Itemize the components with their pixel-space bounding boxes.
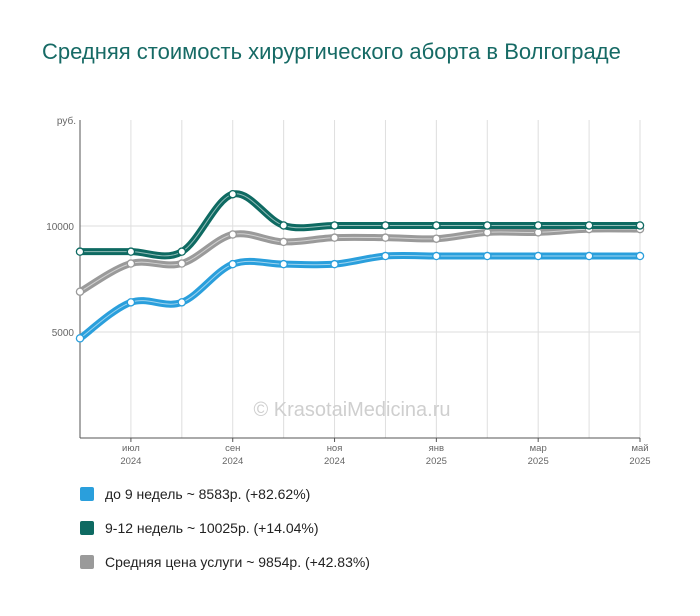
- data-point: [584, 221, 594, 230]
- data-point: [432, 221, 441, 230]
- x-tick-label-year: 2025: [629, 456, 650, 467]
- legend-swatch: [80, 487, 94, 501]
- legend-item[interactable]: до 9 недель ~ 8583р. (+82.62%): [80, 484, 370, 504]
- data-point: [228, 230, 237, 239]
- data-point: [635, 251, 645, 261]
- grid: [79, 120, 641, 438]
- data-point: [279, 259, 288, 269]
- y-axis-unit-label: руб.: [57, 115, 76, 127]
- data-point: [483, 221, 492, 230]
- x-tick-label-month: сен: [225, 443, 240, 454]
- x-tick-label-year: 2025: [528, 456, 549, 467]
- x-tick-label-year: 2024: [120, 456, 141, 467]
- x-tick-label-month: июл: [122, 443, 140, 454]
- data-point: [381, 221, 390, 230]
- data-point: [177, 259, 187, 268]
- data-point: [584, 251, 594, 261]
- data-point: [279, 237, 288, 247]
- series-line: [76, 190, 644, 260]
- data-point: [381, 251, 390, 261]
- y-tick-label: 10000: [46, 222, 74, 233]
- x-tick-label-year: 2024: [222, 456, 243, 467]
- data-point: [330, 259, 339, 269]
- series-3: [75, 224, 645, 296]
- x-tick-label-month: ноя: [327, 443, 343, 454]
- axes: руб. 5000 10000 июл 2024 сен 2024 ноя 2024 янв 202…: [46, 115, 650, 467]
- legend-item[interactable]: Средняя цена услуги ~ 9854р. (+42.83%): [80, 552, 370, 572]
- legend-swatch: [80, 555, 94, 569]
- y-tick-label: 5000: [52, 328, 75, 339]
- data-point: [228, 259, 237, 269]
- data-point: [75, 334, 85, 343]
- legend-label: 9-12 недель ~ 10025р. (+14.04%): [105, 520, 319, 536]
- data-point: [330, 221, 339, 230]
- data-point: [177, 247, 187, 256]
- watermark-text: © KrasotaiMedicina.ru: [253, 399, 450, 421]
- data-point: [126, 259, 136, 268]
- data-point: [533, 228, 543, 237]
- data-point: [381, 233, 390, 242]
- data-point: [126, 298, 136, 307]
- x-tick-label-year: 2025: [426, 456, 447, 467]
- x-tick-label-month: янв: [429, 443, 444, 454]
- data-point: [330, 233, 339, 242]
- chart-title: Средняя стоимость хирургического аборта …: [42, 39, 621, 64]
- data-point: [126, 247, 136, 256]
- data-point: [432, 251, 441, 261]
- data-point: [533, 251, 543, 261]
- data-point: [228, 189, 237, 199]
- series-line-highlight: [79, 228, 641, 293]
- data-point: [533, 221, 543, 230]
- data-point: [75, 247, 85, 256]
- legend-item[interactable]: 9-12 недель ~ 10025р. (+14.04%): [80, 518, 370, 538]
- series-1: [75, 251, 645, 343]
- data-point: [432, 234, 441, 243]
- data-point: [635, 221, 645, 230]
- legend-label: Средняя цена услуги ~ 9854р. (+42.83%): [105, 554, 370, 570]
- x-tick-label-year: 2024: [324, 456, 345, 467]
- series-2: [75, 189, 645, 260]
- x-tick-label-month: мар: [530, 443, 547, 454]
- data-point: [483, 228, 492, 237]
- series-group: [75, 189, 645, 343]
- x-tick-label-month: май: [631, 443, 648, 454]
- data-point: [279, 221, 288, 230]
- data-point: [483, 251, 492, 261]
- legend: до 9 недель ~ 8583р. (+82.62%) 9-12 недел…: [80, 484, 370, 586]
- data-point: [177, 298, 187, 307]
- legend-label: до 9 недель ~ 8583р. (+82.62%): [105, 486, 311, 502]
- legend-swatch: [80, 521, 94, 535]
- data-point: [75, 287, 85, 296]
